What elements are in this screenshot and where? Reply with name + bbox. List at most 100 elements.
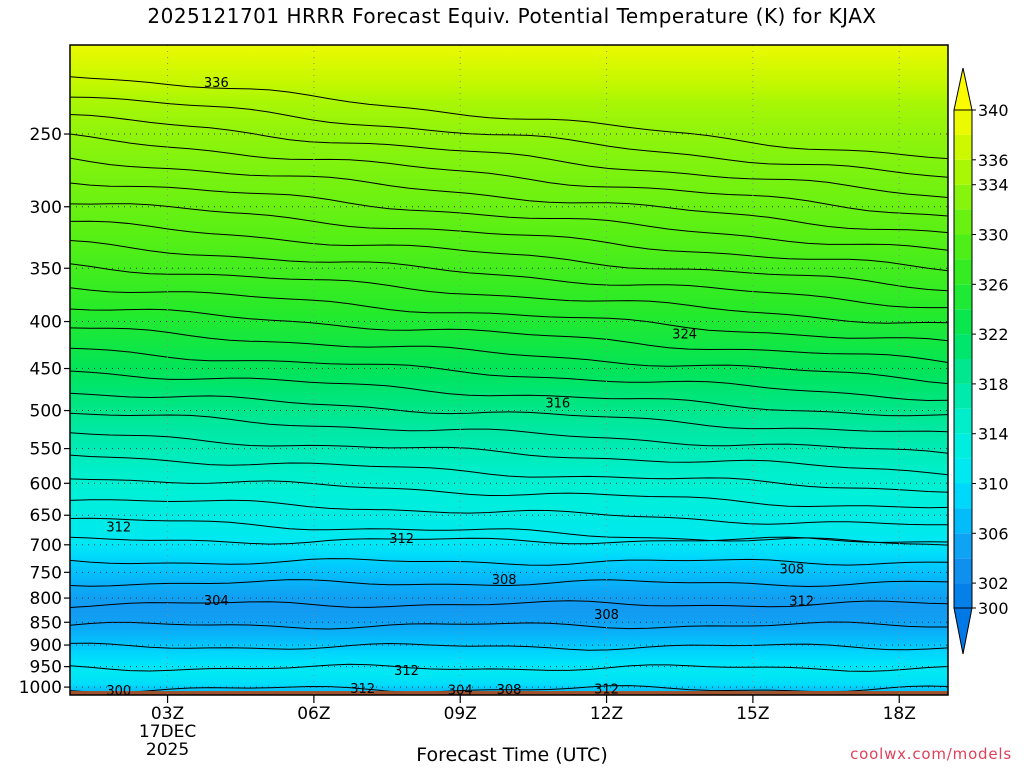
contour-line xyxy=(70,621,948,630)
contour-line xyxy=(70,76,948,160)
colorbar-segment xyxy=(954,458,972,484)
contour-line xyxy=(70,96,948,178)
x-date-label: 2025 xyxy=(146,740,189,760)
colorbar-label: 318 xyxy=(978,375,1009,394)
contour-line xyxy=(70,327,948,385)
contour-line xyxy=(70,114,948,198)
colorbar-label: 340 xyxy=(978,101,1009,120)
y-tick-label: 550 xyxy=(30,440,62,460)
x-tick-label: 18Z xyxy=(883,704,916,724)
colorbar-segment xyxy=(954,134,972,160)
y-tick-label: 400 xyxy=(30,313,62,333)
contour-line xyxy=(70,157,948,234)
contour-line xyxy=(70,432,948,476)
colorbar-segment xyxy=(954,433,972,459)
colorbar-extend-max xyxy=(953,67,973,111)
y-tick-label: 300 xyxy=(30,198,62,218)
colorbar-segment xyxy=(954,483,972,509)
contour-label: 308 xyxy=(492,573,517,588)
contour-label: 308 xyxy=(594,608,619,623)
contour-line xyxy=(70,308,948,363)
contour-line xyxy=(70,220,948,292)
y-tick-label: 350 xyxy=(30,259,62,279)
y-axis: 250 300 350 400 450 500 550 600 650 700 750 800 850 9… xyxy=(19,125,70,698)
colorbar-label: 310 xyxy=(978,475,1009,494)
colorbar-label: 322 xyxy=(978,325,1009,344)
colorbar-segment xyxy=(954,259,972,285)
colorbar-segment xyxy=(954,334,972,359)
y-tick-label: 700 xyxy=(30,536,62,556)
grid-lines xyxy=(70,45,948,695)
colorbar-segment xyxy=(954,284,972,310)
colorbar-frame xyxy=(953,109,973,609)
x-tick-label: 15Z xyxy=(736,704,769,724)
colorbar-label: 306 xyxy=(978,524,1009,543)
theta-e-field xyxy=(70,45,948,695)
colorbar-segment xyxy=(954,159,972,185)
colorbar-segment xyxy=(954,533,972,559)
chart-title: 2025121701 HRRR Forecast Equiv. Potentia… xyxy=(147,4,877,28)
contour-line xyxy=(70,182,948,251)
x-tick-label: 06Z xyxy=(297,704,330,724)
contour-label: 312 xyxy=(350,682,375,697)
contour-label: 300 xyxy=(106,684,131,699)
contour-line xyxy=(70,287,948,342)
contour-label: 304 xyxy=(204,594,229,609)
contour-line xyxy=(70,203,948,272)
y-tick-label: 800 xyxy=(30,589,62,609)
colorbar-extend-min xyxy=(953,607,973,655)
colorbar-label: 302 xyxy=(978,574,1009,593)
colorbar-segment xyxy=(954,408,972,434)
colorbar-segment xyxy=(954,383,972,409)
contour-label: 312 xyxy=(394,664,419,679)
y-tick-label: 1000 xyxy=(19,678,62,698)
contour-label: 308 xyxy=(779,563,804,578)
y-tick-label: 450 xyxy=(30,360,62,380)
x-date-label: 17DEC xyxy=(139,722,196,742)
contour-line xyxy=(70,454,948,493)
contour-label: 312 xyxy=(789,595,814,610)
plot-fill xyxy=(70,45,948,695)
x-tick-label: 03Z xyxy=(151,704,184,724)
colorbar-segment xyxy=(954,110,972,135)
contour-line xyxy=(70,499,948,526)
colorbar-label: 314 xyxy=(978,425,1009,444)
ground-layer xyxy=(70,691,948,695)
contour-line xyxy=(70,412,948,454)
colorbar-segment xyxy=(954,184,972,210)
contour-line xyxy=(70,536,948,545)
contour-label: 312 xyxy=(389,532,414,547)
x-tick-label: 09Z xyxy=(444,704,477,724)
contour-label: 324 xyxy=(672,327,697,342)
x-tick-label: 12Z xyxy=(590,704,623,724)
contour-line xyxy=(70,240,948,309)
colorbar-label: 334 xyxy=(978,176,1009,195)
contour-line xyxy=(70,347,948,402)
y-tick-label: 600 xyxy=(30,474,62,494)
contour-line xyxy=(70,642,948,651)
y-tick-label: 500 xyxy=(30,402,62,422)
plot-frame xyxy=(69,44,949,696)
contour-labels: 336 324 316 312 312 308 308 304 312 308 312 300 312 3… xyxy=(106,76,814,699)
contour-label: 312 xyxy=(106,520,131,535)
y-tick-label: 850 xyxy=(30,613,62,633)
colorbar-label: 330 xyxy=(978,226,1009,245)
ground-fill xyxy=(70,691,948,695)
colorbar-segment xyxy=(954,583,972,608)
contour-label: 316 xyxy=(545,396,570,411)
colorbar-segment xyxy=(954,558,972,584)
contour-line xyxy=(70,478,948,509)
contour-line xyxy=(70,600,948,608)
colorbar-label: 336 xyxy=(978,151,1009,170)
colorbar-label: 300 xyxy=(978,599,1009,618)
colorbar-segment xyxy=(954,209,972,235)
colorbar-segment xyxy=(954,309,972,335)
y-tick-label: 900 xyxy=(30,636,62,656)
contour-line xyxy=(70,392,948,433)
contour-label: 312 xyxy=(594,682,619,697)
colorbar-segment xyxy=(954,234,972,260)
colorbar: 300 302 306 310 314 318 322 326 330 334 336 340 xyxy=(953,67,1009,655)
contour-line xyxy=(70,370,948,417)
